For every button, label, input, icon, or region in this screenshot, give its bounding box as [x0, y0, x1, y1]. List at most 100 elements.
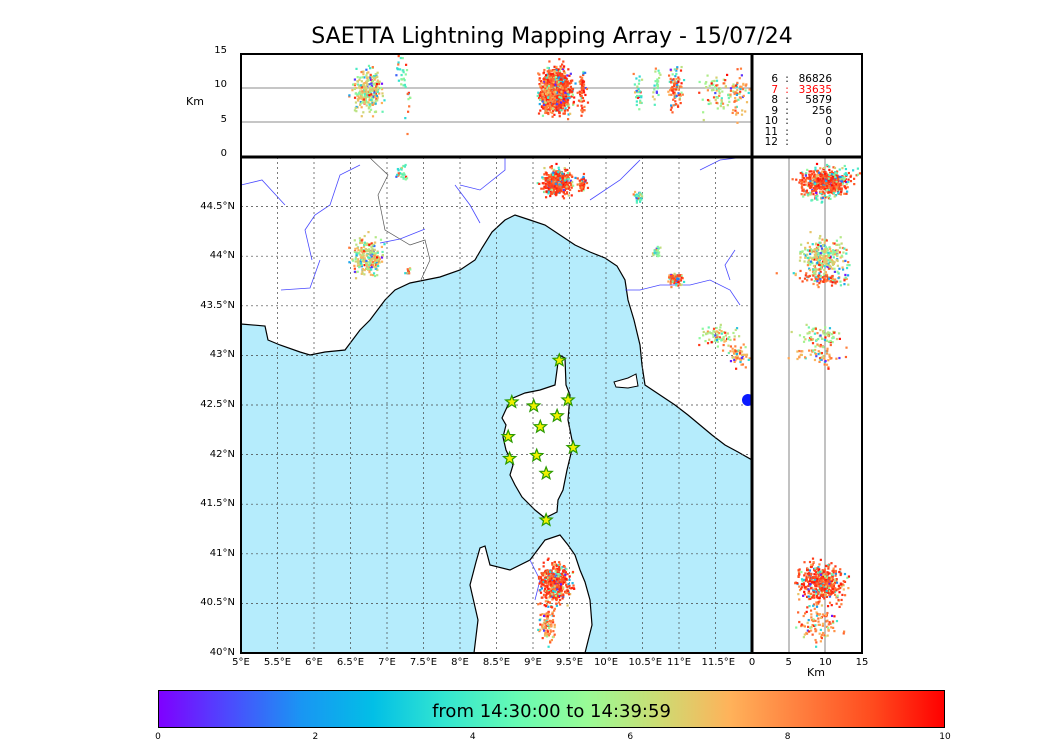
lightning-source	[398, 172, 402, 175]
lightning-source-alt-lon	[360, 70, 363, 74]
lightning-source-alt-lat	[836, 183, 840, 187]
lightning-source-alt-lat	[818, 588, 822, 591]
station-star-icon	[565, 439, 581, 455]
lightning-source-alt-lat	[843, 572, 847, 576]
lightning-source	[582, 177, 586, 180]
lightning-source	[545, 582, 548, 585]
lightning-source	[547, 186, 550, 190]
lightning-source-alt-lat	[803, 593, 806, 596]
lightning-source	[366, 263, 369, 267]
lightning-source-alt-lat	[833, 590, 836, 593]
lightning-source	[678, 279, 682, 283]
lightning-source	[549, 620, 553, 623]
lightning-source-alt-lon	[561, 103, 565, 106]
lightning-source-alt-lat	[833, 178, 836, 181]
lightning-source-alt-lat	[825, 625, 829, 628]
lightning-source-alt-lat	[824, 280, 828, 283]
lightning-source-alt-lat	[809, 231, 812, 234]
lightning-source-alt-lat	[798, 588, 802, 592]
lightning-source-alt-lon	[572, 100, 575, 104]
lightning-source-alt-lat	[840, 585, 843, 588]
lightning-source-alt-lat	[830, 170, 834, 173]
lightning-source-alt-lat	[844, 187, 847, 190]
lightning-source-alt-lon	[397, 63, 400, 66]
lightning-source-alt-lat	[819, 358, 822, 362]
lightning-source-alt-lon	[555, 67, 558, 70]
lightning-source-alt-lon	[551, 115, 554, 118]
lightning-source-alt-lat	[839, 573, 842, 577]
lightning-source-alt-lon	[671, 81, 674, 84]
lightning-source-alt-lon	[557, 105, 560, 108]
lightning-source-alt-lat	[819, 279, 822, 282]
lightning-source-alt-lat	[837, 180, 840, 183]
lightning-source	[544, 595, 547, 598]
lightning-source-alt-lat	[824, 248, 827, 251]
lightning-source-alt-lat	[824, 185, 827, 189]
lightning-source-alt-lat	[823, 194, 826, 197]
lightning-source	[560, 591, 563, 595]
lightning-source-alt-lat	[801, 280, 804, 283]
lightning-source-alt-lon	[556, 95, 559, 98]
lightning-source	[380, 260, 384, 263]
lightning-source	[562, 570, 565, 573]
lightning-source	[561, 185, 564, 188]
lightning-source-alt-lat	[821, 356, 824, 359]
lightning-source-alt-lon	[670, 106, 673, 109]
lightning-source-alt-lat	[817, 275, 820, 278]
lightning-source-alt-lon	[374, 102, 377, 105]
lightning-source-alt-lon	[735, 86, 738, 89]
lightning-source-alt-lon	[541, 114, 545, 117]
lightning-source-alt-lon	[636, 85, 639, 88]
lightning-source-alt-lat	[807, 184, 810, 187]
lightning-source	[564, 187, 568, 190]
lightning-source	[552, 181, 555, 184]
lightning-source-alt-lon	[735, 111, 738, 114]
lightning-source-alt-lat	[824, 170, 827, 174]
lightning-source-alt-lat	[807, 262, 811, 265]
lightning-source-alt-lon	[549, 80, 552, 83]
lightning-source	[714, 339, 717, 342]
lightning-source	[381, 250, 384, 254]
lightning-source	[702, 334, 705, 337]
lightning-source-alt-lon	[555, 106, 558, 109]
lightning-source-alt-lat	[826, 195, 829, 199]
lightning-source	[542, 565, 545, 568]
lightning-source-alt-lon	[552, 85, 555, 88]
lightning-source	[544, 196, 548, 199]
lightning-source-alt-lat	[832, 256, 835, 259]
lightning-source	[368, 260, 371, 264]
lightning-source-alt-lat	[817, 566, 820, 569]
lightning-source-alt-lat	[810, 174, 813, 177]
lightning-source	[366, 256, 370, 259]
lightning-source-alt-lat	[830, 592, 833, 595]
lightning-source	[656, 245, 659, 249]
lightning-source-alt-lat	[838, 591, 841, 594]
lightning-source	[679, 279, 683, 282]
lightning-source	[402, 172, 405, 175]
lightning-source-alt-lat	[826, 349, 829, 352]
lightning-source-alt-lat	[817, 571, 820, 574]
lightning-source-alt-lon	[404, 63, 408, 66]
lightning-source	[584, 179, 587, 182]
lightning-source-alt-lat	[813, 575, 816, 579]
lightning-source-alt-lon	[564, 98, 567, 102]
lightning-source	[376, 268, 379, 272]
lightning-source-alt-lat	[820, 633, 824, 637]
lightning-source-alt-lon	[369, 87, 372, 90]
lightning-source-alt-lon	[635, 100, 638, 103]
lightning-source-alt-lon	[374, 82, 377, 85]
lightning-source-alt-lon	[580, 109, 583, 112]
lightning-source-alt-lon	[374, 73, 377, 76]
lightning-source	[547, 622, 550, 625]
lightning-source	[552, 577, 555, 580]
lightning-source-alt-lat	[808, 569, 812, 572]
lightning-source-alt-lat	[820, 591, 824, 595]
lightning-source	[639, 193, 642, 196]
lightning-source-alt-lat	[817, 623, 820, 626]
lightning-source-alt-lat	[830, 189, 833, 192]
lightning-source-alt-lat	[798, 620, 801, 624]
lightning-source	[655, 247, 658, 250]
lightning-source-alt-lat	[825, 573, 828, 576]
lightning-source-alt-lon	[722, 82, 725, 85]
lightning-source	[741, 353, 744, 357]
